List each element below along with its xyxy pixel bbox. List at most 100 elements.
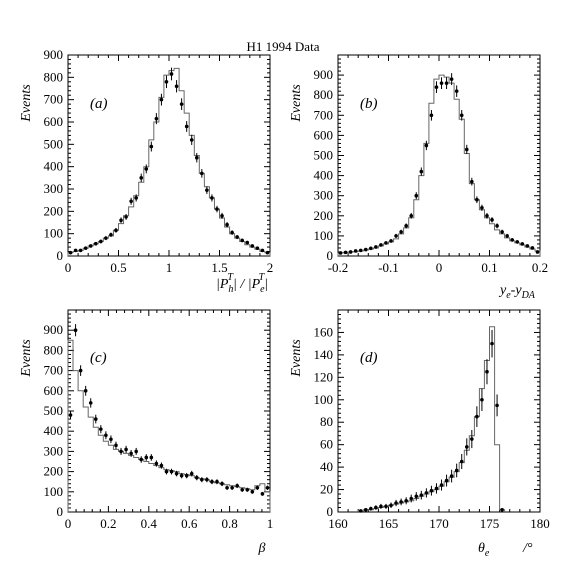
data-point xyxy=(409,494,414,503)
data-marker xyxy=(480,397,484,402)
data-marker xyxy=(419,493,424,497)
data-point xyxy=(149,454,154,461)
data-marker xyxy=(389,503,393,508)
data-point xyxy=(424,488,429,498)
data-point xyxy=(119,447,123,455)
y-tick-label: 40 xyxy=(320,459,333,474)
data-marker xyxy=(225,485,229,490)
data-marker xyxy=(205,477,209,482)
data-point xyxy=(500,229,504,235)
data-marker xyxy=(500,230,504,234)
data-marker xyxy=(109,437,113,442)
y-tick-label: 200 xyxy=(314,208,334,223)
data-point xyxy=(449,469,454,483)
data-point xyxy=(104,431,108,440)
data-point xyxy=(83,385,88,396)
x-tick-label: 1.5 xyxy=(211,260,227,275)
data-marker xyxy=(215,207,219,211)
data-point xyxy=(459,109,464,121)
data-marker xyxy=(124,215,128,219)
data-point xyxy=(255,485,260,490)
data-point xyxy=(169,67,174,81)
data-point xyxy=(99,239,103,244)
data-point xyxy=(434,483,439,494)
data-point xyxy=(245,240,250,245)
data-point xyxy=(154,460,159,467)
data-marker xyxy=(399,230,403,234)
data-point xyxy=(255,246,260,250)
data-point xyxy=(464,438,469,456)
data-point xyxy=(265,250,270,255)
data-marker xyxy=(500,507,504,512)
data-point xyxy=(88,398,93,408)
data-marker xyxy=(139,176,144,180)
y-tick-label: 0 xyxy=(57,504,64,519)
data-point xyxy=(525,244,530,248)
data-point xyxy=(449,73,454,86)
data-marker xyxy=(485,369,489,374)
x-tick-label: -0.1 xyxy=(378,260,399,275)
data-point xyxy=(343,250,348,255)
data-marker xyxy=(464,147,469,152)
data-marker xyxy=(404,224,408,228)
data-marker xyxy=(149,455,154,460)
data-marker xyxy=(363,507,368,512)
data-point xyxy=(68,250,73,255)
y-tick-label: 500 xyxy=(314,148,334,163)
data-marker xyxy=(429,488,434,493)
chart-panel-4: 0 20 40 60 80 100 120 140 160 160 165 170 175 180 Even… xyxy=(289,309,550,559)
data-point xyxy=(495,223,499,229)
data-marker xyxy=(434,486,439,491)
data-point xyxy=(454,85,459,97)
y-tick-label: 900 xyxy=(44,47,64,62)
x-tick-label: 0.4 xyxy=(141,516,158,531)
data-marker xyxy=(464,445,469,449)
data-point xyxy=(419,490,424,500)
plot-frame xyxy=(337,54,541,257)
y-tick-label: 0 xyxy=(327,248,334,263)
data-marker xyxy=(119,218,123,223)
y-tick-label: 100 xyxy=(44,226,64,241)
data-point xyxy=(144,164,149,174)
data-marker xyxy=(99,239,103,244)
data-marker xyxy=(235,235,239,239)
data-point xyxy=(88,244,93,248)
data-point xyxy=(215,205,219,213)
data-point xyxy=(189,134,194,145)
data-marker xyxy=(220,481,224,486)
data-marker xyxy=(210,196,214,200)
y-tick-label: 0 xyxy=(327,504,334,519)
data-point xyxy=(200,477,204,483)
data-point xyxy=(414,492,419,501)
data-marker xyxy=(444,81,449,85)
data-point xyxy=(260,248,265,253)
y-tick-label: 400 xyxy=(314,168,334,183)
data-marker xyxy=(475,197,479,202)
data-point xyxy=(490,217,494,223)
data-point xyxy=(109,435,113,444)
data-point xyxy=(363,247,368,252)
data-marker xyxy=(510,238,515,242)
y-tick-label: 200 xyxy=(44,464,64,479)
data-point xyxy=(369,246,373,251)
data-point xyxy=(475,406,479,427)
data-point xyxy=(399,229,403,235)
data-marker xyxy=(189,138,194,142)
data-marker xyxy=(215,479,219,484)
data-marker xyxy=(374,245,378,249)
mc-histogram xyxy=(67,339,271,512)
y-tick-label: 900 xyxy=(44,322,64,337)
x-tick-label: 165 xyxy=(379,516,399,531)
data-marker xyxy=(255,246,260,250)
data-point xyxy=(194,475,199,481)
data-point xyxy=(134,447,138,455)
data-marker xyxy=(114,228,118,233)
data-marker xyxy=(149,144,154,149)
data-marker xyxy=(179,102,184,106)
data-point xyxy=(429,485,434,496)
x-tick-label: 0 xyxy=(65,260,72,275)
y-tick-label: 80 xyxy=(320,414,333,429)
data-marker xyxy=(363,247,368,252)
data-marker xyxy=(88,244,93,248)
data-marker xyxy=(194,155,199,160)
